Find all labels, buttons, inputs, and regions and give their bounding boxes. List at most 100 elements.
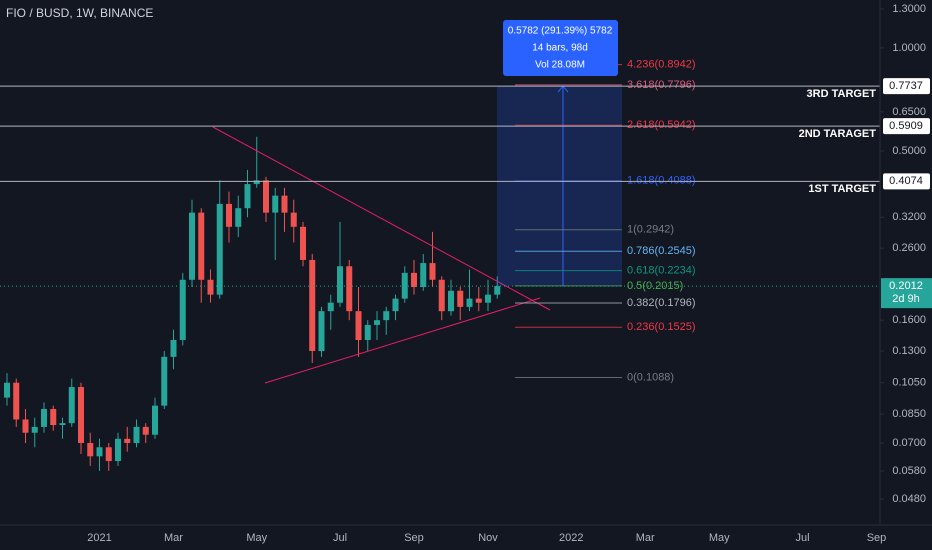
countdown-label: 2d 9h	[892, 293, 920, 305]
candle-body	[263, 180, 269, 213]
candle-body	[438, 279, 445, 312]
candle-body	[96, 447, 103, 457]
candle-body	[31, 426, 38, 433]
candle-body	[152, 405, 158, 435]
x-tick-label: May	[246, 532, 267, 544]
x-tick-label: 2022	[559, 532, 583, 544]
target-label: 1ST TARGET	[808, 183, 876, 195]
chart-title: FIO / BUSD, 1W, BINANCE	[6, 6, 153, 20]
candle-body	[59, 423, 66, 426]
candle-body	[309, 259, 316, 352]
candle-body	[133, 426, 140, 443]
x-tick-label: May	[709, 532, 730, 544]
fib-level-label: 3.618(0.7796)	[627, 79, 696, 91]
fib-level-label: 0(0.1088)	[627, 371, 674, 383]
x-tick-label: Sep	[867, 532, 887, 544]
candle-body	[411, 272, 417, 288]
candle-body	[179, 279, 186, 341]
candle-body	[392, 298, 399, 312]
candle-body	[466, 298, 473, 307]
fib-level-label: 1(0.2942)	[627, 224, 674, 236]
target-price-box	[883, 118, 930, 135]
candle-body	[364, 324, 371, 341]
y-tick-label: 0.0700	[892, 437, 926, 449]
candle-body	[494, 286, 501, 295]
candle-body	[105, 447, 112, 462]
candle-body	[346, 266, 353, 312]
candle-body	[337, 266, 343, 303]
candle-body	[189, 212, 195, 280]
candle-body	[448, 290, 454, 312]
candle-body	[383, 311, 390, 321]
y-tick-label: 0.5000	[892, 145, 926, 157]
candle-body	[457, 290, 464, 307]
fib-level-label: 0.382(0.1796)	[627, 297, 696, 309]
y-tick-label: 1.0000	[892, 42, 926, 54]
trendline-lower	[264, 297, 541, 384]
measure-box	[497, 86, 622, 287]
y-tick-label: 0.1600	[892, 314, 926, 326]
candle-body	[78, 387, 84, 443]
candle-body	[485, 294, 491, 303]
candle-body	[124, 438, 131, 443]
candle-body	[22, 419, 29, 433]
fib-level-label: 2.618(0.5942)	[627, 119, 696, 131]
x-tick-label: Nov	[478, 532, 498, 544]
candle-body	[327, 302, 334, 312]
candle-body	[420, 263, 427, 288]
x-tick-label: Jul	[795, 532, 809, 544]
candle-body	[244, 184, 251, 209]
candle-body	[475, 298, 482, 303]
target-label: 3RD TARGET	[807, 88, 877, 100]
x-tick-label: Jul	[333, 532, 347, 544]
current-price-label: 0.2012	[889, 280, 923, 292]
candle-body	[50, 408, 57, 426]
axes: 1.3000 1.0000 0.6500 0.5000 0.3200 0.2600 0.16…	[87, 3, 932, 544]
x-tick-label: Sep	[404, 532, 424, 544]
target-label: 2ND TARAGET	[799, 128, 877, 140]
candle-body	[429, 263, 436, 280]
y-tick-label: 0.6500	[892, 106, 926, 118]
candle-body	[216, 203, 223, 295]
y-tick-label: 0.0480	[892, 493, 926, 505]
candle-body	[300, 226, 306, 260]
measure-tooltip	[503, 20, 618, 76]
x-tick-label: Mar	[164, 532, 183, 544]
candle-body	[4, 382, 10, 398]
fib-level-label: 0.5(0.2015)	[627, 280, 683, 292]
y-tick-label: 0.1300	[892, 345, 926, 357]
candle-body	[115, 438, 121, 462]
trendline-upper	[212, 126, 551, 311]
fib-level-label: 0.618(0.2234)	[627, 265, 696, 277]
current-price-box	[881, 278, 932, 309]
candle-body	[198, 212, 205, 280]
y-tick-label: 0.3200	[892, 211, 926, 223]
x-tick-label: 2021	[87, 532, 111, 544]
candle-body	[41, 408, 47, 427]
overlay: 4.236(0.8942) 3.618(0.7796) 2.618(0.5942) 1…	[0, 20, 880, 383]
y-tick-label: 0.1050	[892, 377, 926, 389]
candle-body	[355, 311, 362, 341]
candle-body	[226, 203, 232, 227]
fib-level-label: 1.618(0.4088)	[627, 175, 696, 187]
target-price-box	[883, 173, 930, 190]
candle-body	[170, 340, 177, 357]
candle-body	[272, 195, 279, 213]
target-price-label: 0.4074	[889, 175, 923, 187]
fib-level-label: 4.236(0.8942)	[627, 58, 696, 70]
candle-body	[13, 382, 20, 420]
y-tick-label: 0.0580	[892, 465, 926, 477]
measure-tooltip-line: 0.5782 (291.39%) 5782	[508, 26, 613, 37]
candle-body	[374, 320, 380, 325]
candle-body	[68, 387, 75, 424]
target-price-label: 0.5909	[889, 120, 923, 132]
x-tick-label: Mar	[636, 532, 655, 544]
measure-tooltip-line: Vol 28.08M	[535, 60, 585, 71]
fib-level-label: 0.236(0.1525)	[627, 321, 696, 333]
candle-body	[290, 212, 297, 227]
target-price-label: 0.7737	[889, 80, 923, 92]
candle-body	[253, 180, 260, 185]
candle-body	[318, 311, 325, 352]
